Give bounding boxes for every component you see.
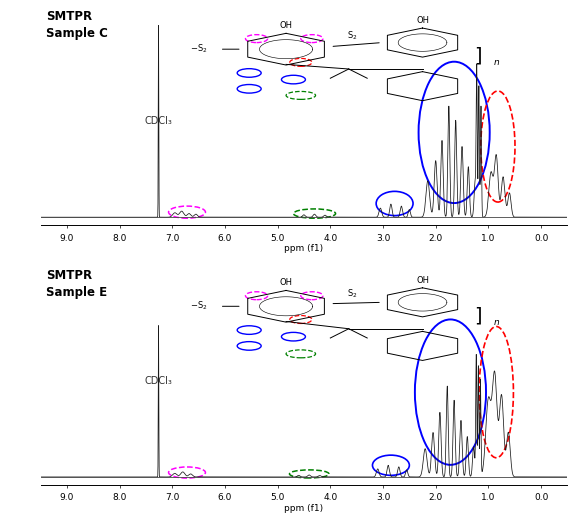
X-axis label: ppm (f1): ppm (f1) xyxy=(284,244,324,253)
Text: CDCl₃: CDCl₃ xyxy=(145,116,173,126)
Text: CDCl₃: CDCl₃ xyxy=(145,376,173,386)
X-axis label: ppm (f1): ppm (f1) xyxy=(284,504,324,513)
Text: SMTPR
Sample C: SMTPR Sample C xyxy=(46,10,108,40)
Text: SMTPR
Sample E: SMTPR Sample E xyxy=(46,269,107,299)
